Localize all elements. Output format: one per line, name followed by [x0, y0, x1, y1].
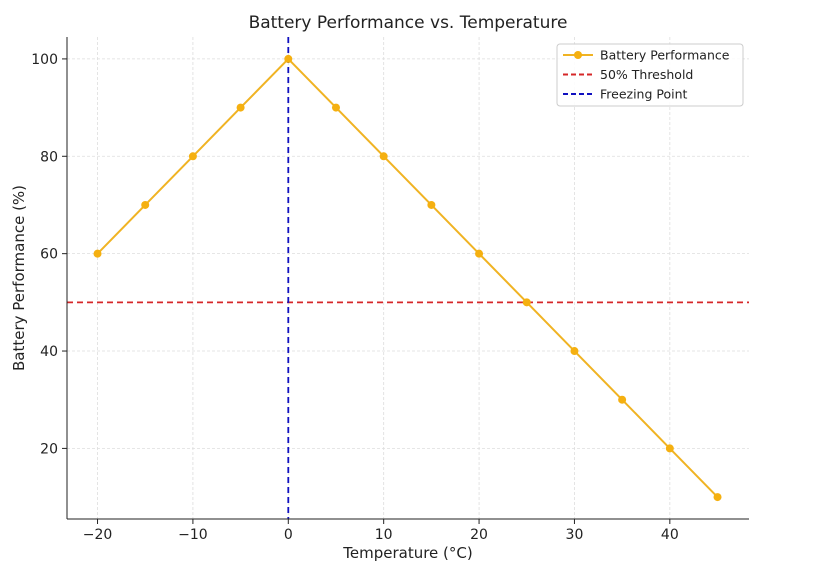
data-point [713, 493, 722, 502]
x-tick-label: 20 [470, 527, 488, 543]
y-axis-label: Battery Performance (%) [10, 185, 28, 371]
data-point [188, 152, 197, 161]
legend-box [556, 43, 744, 107]
x-tick-label: 30 [566, 527, 584, 543]
series-line [96, 57, 719, 498]
y-tick-label: 40 [40, 344, 58, 360]
legend-label: Freezing Point [600, 87, 688, 102]
y-tick-label: 80 [40, 149, 58, 165]
x-axis-label: Temperature (°C) [342, 544, 472, 562]
y-tick-label: 100 [31, 52, 58, 68]
x-tick-label: 10 [375, 527, 393, 543]
grid [67, 37, 749, 519]
data-point [475, 249, 484, 258]
reference-lines [67, 37, 749, 519]
data-point [331, 103, 340, 112]
chart-title: Battery Performance vs. Temperature [249, 13, 568, 33]
data-point [93, 249, 102, 258]
y-tick-label: 20 [40, 441, 58, 457]
series [93, 54, 722, 502]
legend-label: 50% Threshold [600, 67, 693, 82]
x-tick-label: −20 [83, 527, 113, 543]
legend: Battery Performance 50% Threshold Freezing… [556, 43, 744, 107]
data-point [427, 200, 436, 209]
data-point [570, 347, 579, 356]
data-point [284, 54, 293, 63]
x-tick-label: 0 [284, 527, 293, 543]
legend-label: Battery Performance [600, 48, 730, 63]
data-point [665, 444, 674, 453]
legend-marker [574, 51, 582, 59]
data-point [379, 152, 388, 161]
data-point [141, 200, 150, 209]
axes: −20 −10 0 10 20 30 40 20 40 60 80 100 [31, 37, 749, 543]
x-tick-label: 40 [661, 527, 679, 543]
x-tick-label: −10 [178, 527, 208, 543]
y-tick-label: 60 [40, 247, 58, 263]
data-point [618, 395, 627, 404]
data-point [522, 298, 531, 307]
data-point [236, 103, 245, 112]
